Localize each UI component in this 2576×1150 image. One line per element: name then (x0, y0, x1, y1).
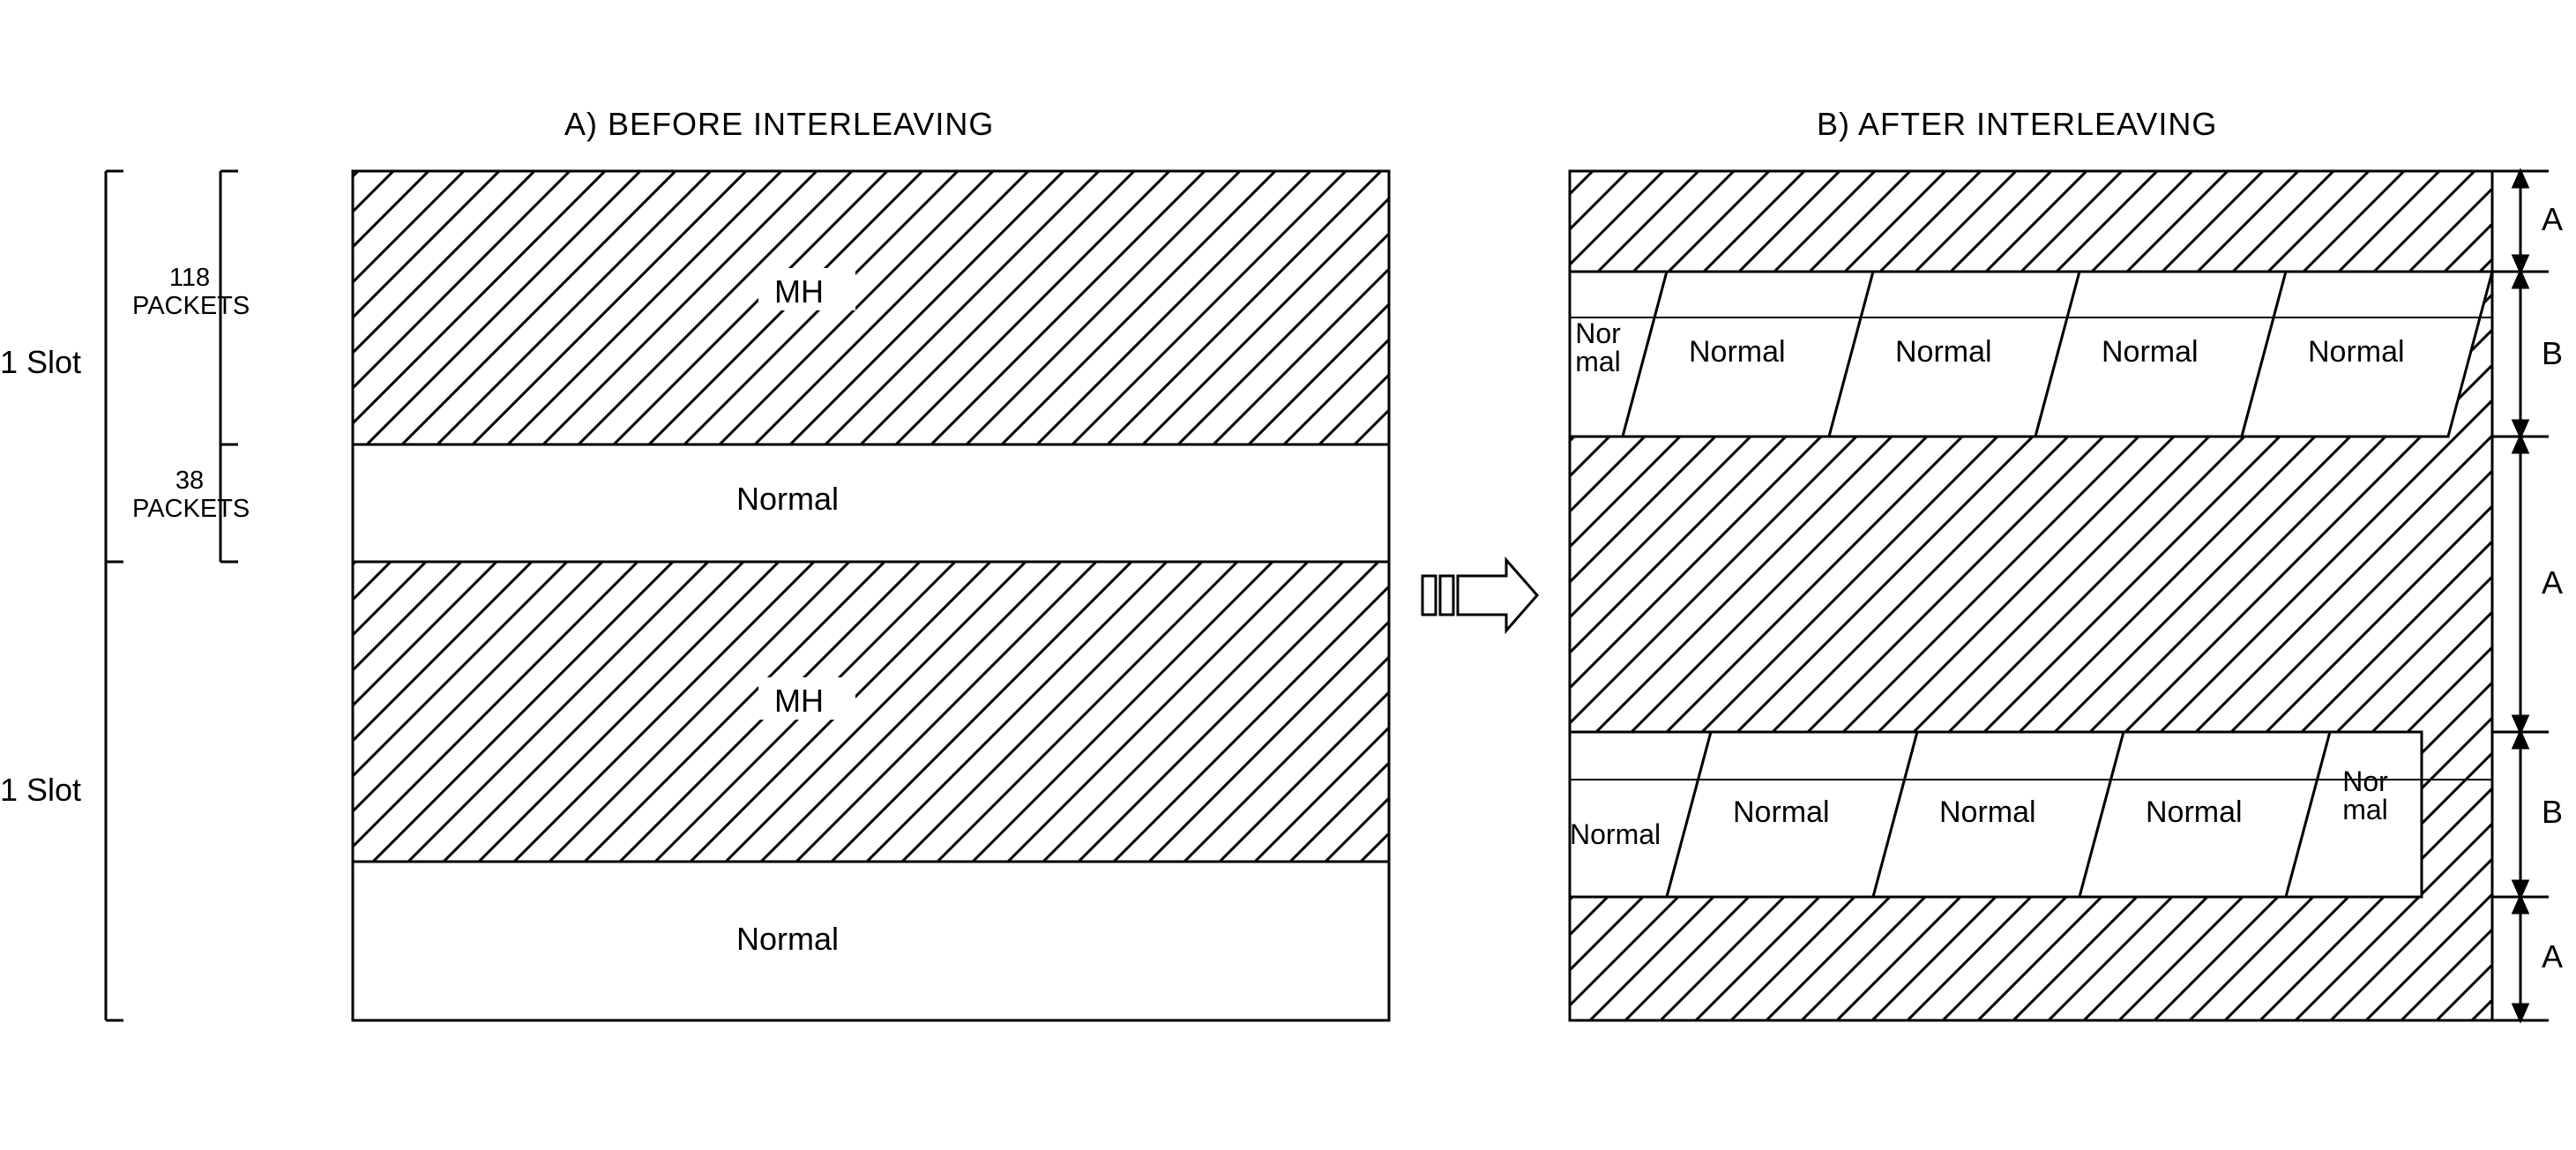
normal1-label: Normal (736, 481, 839, 518)
packets-38: 38PACKETS (132, 467, 247, 524)
bracket-B2: B (2542, 794, 2563, 831)
left-band-normal-1 (353, 444, 1389, 562)
r2-seg1-label: Normal (1570, 818, 1661, 851)
r1-seg1-label: Normal (1572, 319, 1624, 376)
bracket-A2: A (2542, 564, 2563, 601)
normal2-label: Normal (736, 921, 839, 958)
mh1-label: MH (774, 273, 824, 310)
mh2-label: MH (774, 683, 824, 720)
r2-seg2-label: Normal (1733, 795, 1830, 830)
slot1-label: 1 Slot (0, 344, 81, 381)
left-band-mh-2 (353, 562, 1389, 862)
arrow-icon (1422, 560, 1537, 631)
bracket-A3: A (2542, 938, 2563, 975)
r2-seg3-label: Normal (1939, 795, 2036, 830)
slot2-label: 1 Slot (0, 772, 81, 809)
r1-seg5-label: Normal (2308, 335, 2405, 370)
diagram-svg (18, 18, 2576, 1132)
left-band-mh-1 (353, 171, 1389, 444)
r1-seg4-label: Normal (2102, 335, 2199, 370)
left-band-normal-2 (353, 862, 1389, 1020)
bracket-A1: A (2542, 201, 2563, 238)
diagram-wrap: A) BEFORE INTERLEAVING B) AFTER INTERLEA… (18, 18, 2576, 1132)
r2-seg4-label: Normal (2146, 795, 2243, 830)
r2-seg5-label: Normal (2339, 767, 2392, 824)
r1-seg2-label: Normal (1689, 335, 1786, 370)
right-brackets (2492, 171, 2549, 1020)
r1-seg3-label: Normal (1895, 335, 1992, 370)
bracket-B1: B (2542, 335, 2563, 372)
packets-118: 118PACKETS (132, 265, 247, 321)
